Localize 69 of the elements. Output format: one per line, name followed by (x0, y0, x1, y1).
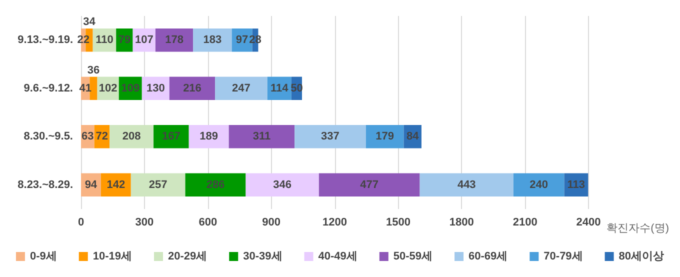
legend-label: 40-49세 (318, 250, 358, 262)
data-label: 183 (203, 34, 222, 46)
bar (513, 173, 564, 196)
data-label: 84 (406, 130, 420, 143)
x-tick-label: 1800 (449, 216, 474, 228)
data-label: 346 (273, 178, 292, 191)
bar (193, 28, 232, 52)
data-label: 208 (122, 130, 141, 143)
bar (154, 125, 189, 148)
data-label: 63 (82, 130, 94, 143)
data-label: 109 (121, 82, 140, 94)
legend-label: 50-59세 (393, 250, 433, 262)
data-label: 477 (360, 178, 379, 191)
x-tick-label: 1200 (322, 216, 348, 228)
legend-label: 60-69세 (468, 250, 508, 262)
legend-label: 20-29세 (168, 250, 208, 262)
data-label: 114 (270, 82, 290, 94)
legend-label: 80세이상 (618, 250, 664, 262)
data-label: 34 (83, 16, 96, 28)
data-label: 240 (530, 178, 548, 191)
y-tick-label: 8.23.~8.29. (18, 178, 73, 191)
bar (185, 173, 246, 196)
data-label: 247 (232, 82, 250, 94)
data-label: 22 (77, 34, 90, 46)
bar (215, 76, 268, 100)
data-label: 102 (98, 82, 118, 94)
x-axis-title: 확진자수(명) (606, 222, 669, 234)
data-label: 97 (236, 34, 248, 46)
data-label: 113 (567, 178, 586, 191)
legend-label: 0-9세 (30, 250, 57, 262)
y-tick-label: 9.13.~9.19. (18, 34, 73, 46)
bar (294, 125, 366, 148)
data-label: 110 (96, 34, 114, 46)
data-label: 72 (96, 130, 108, 143)
data-label: 286 (206, 178, 225, 191)
data-label: 107 (134, 34, 154, 46)
x-tick-label: 2400 (576, 216, 601, 228)
x-tick-label: 1500 (386, 216, 410, 228)
x-tick-label: 900 (262, 216, 281, 228)
data-label: 167 (162, 130, 180, 143)
bar (318, 173, 420, 196)
data-label: 178 (165, 34, 184, 46)
x-tick-label: 300 (135, 216, 154, 228)
bar (228, 125, 295, 148)
legend-label: 10-19세 (92, 250, 132, 262)
data-label: 216 (183, 82, 202, 94)
data-label: 79 (118, 34, 131, 46)
bar (246, 173, 319, 196)
bar (130, 173, 186, 196)
bar (90, 76, 98, 100)
data-label: 142 (106, 178, 126, 191)
x-tick-label: 0 (78, 216, 84, 228)
data-label: 337 (321, 130, 340, 143)
bar (169, 76, 216, 100)
data-label: 257 (148, 178, 168, 191)
legend-label: 70-79세 (544, 250, 583, 262)
data-label: 36 (87, 64, 100, 76)
y-tick-label: 8.30.~9.5. (24, 130, 73, 143)
data-label: 179 (376, 130, 394, 143)
bar (420, 173, 514, 196)
data-label: 189 (200, 130, 218, 143)
data-label: 311 (252, 130, 271, 143)
y-tick-label: 9.6.~9.12. (24, 82, 73, 94)
data-label: 94 (84, 178, 98, 191)
legend-label: 30-39세 (243, 250, 282, 262)
x-tick-label: 600 (198, 216, 218, 228)
data-label: 130 (146, 82, 165, 94)
x-tick-label: 2100 (512, 216, 538, 228)
data-label: 443 (457, 178, 476, 191)
